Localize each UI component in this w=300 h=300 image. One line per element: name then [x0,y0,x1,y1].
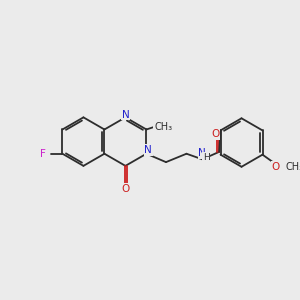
Text: N: N [199,148,206,158]
Text: O: O [121,184,130,194]
Text: CH₃: CH₃ [285,162,300,172]
Text: O: O [272,162,280,172]
Text: N: N [122,110,129,120]
Text: O: O [211,129,220,139]
Text: CH₃: CH₃ [154,122,172,132]
Text: N: N [144,145,152,155]
Text: H: H [203,153,209,162]
Text: F: F [40,149,46,159]
